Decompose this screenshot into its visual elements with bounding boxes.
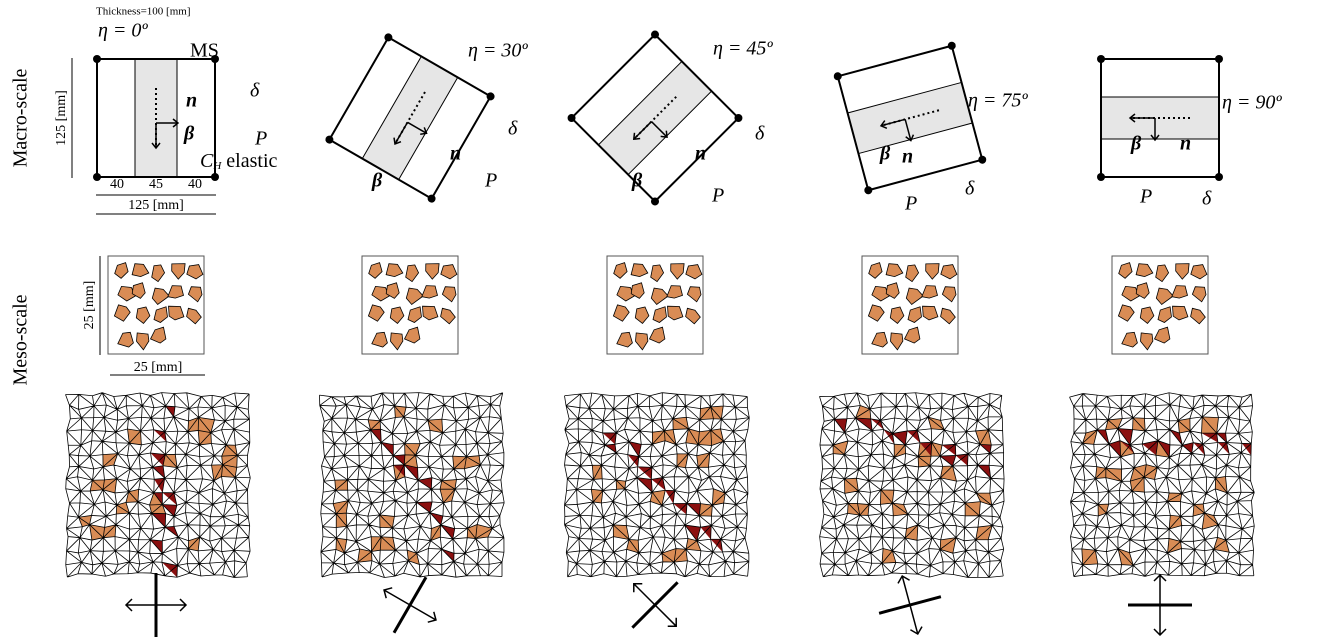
n-label: n bbox=[186, 90, 197, 112]
crack bbox=[907, 430, 920, 443]
load-label: P bbox=[904, 193, 917, 215]
dimension: 25 [mm] bbox=[82, 281, 97, 330]
ch-label: CH elastic bbox=[200, 150, 278, 172]
displacement-label: δ bbox=[1202, 188, 1212, 210]
aggregate-mesh bbox=[940, 466, 956, 481]
node bbox=[833, 71, 843, 81]
eta-label: η = 75º bbox=[968, 90, 1028, 112]
n-label: n bbox=[1180, 133, 1191, 155]
crack bbox=[417, 502, 432, 513]
node bbox=[485, 91, 496, 102]
displacement-label: δ bbox=[250, 80, 260, 102]
node bbox=[211, 173, 219, 181]
displacement-label: δ bbox=[965, 178, 975, 200]
beta-label: β bbox=[183, 123, 195, 145]
dimension: 25 [mm] bbox=[134, 360, 183, 375]
mesh bbox=[320, 393, 505, 578]
displacement-label: δ bbox=[508, 118, 518, 140]
node bbox=[426, 193, 437, 204]
orientation-symbol bbox=[1128, 575, 1192, 635]
node bbox=[1097, 173, 1105, 181]
load-label: P bbox=[254, 128, 267, 150]
ch-symbol: C bbox=[200, 150, 214, 172]
normal-arrow bbox=[381, 585, 439, 625]
node bbox=[1097, 55, 1105, 63]
thickness-label: Thickness=100 [mm] bbox=[96, 6, 191, 18]
load-label: P bbox=[711, 185, 724, 207]
beta-label: β bbox=[631, 170, 643, 192]
eta-label: η = 45º bbox=[713, 38, 773, 60]
node bbox=[93, 55, 101, 63]
node bbox=[324, 134, 335, 145]
node bbox=[1215, 55, 1223, 63]
node bbox=[1215, 173, 1223, 181]
ch-text: elastic bbox=[221, 150, 277, 172]
eta-label: η = 90º bbox=[1222, 92, 1282, 114]
eta-label: η = 0º bbox=[98, 20, 148, 42]
node bbox=[93, 173, 101, 181]
dimension: 40 bbox=[188, 177, 202, 192]
row-label: Macro-scale bbox=[10, 68, 32, 167]
n-label: n bbox=[450, 143, 461, 165]
node bbox=[863, 185, 873, 195]
orientation-symbol bbox=[126, 573, 186, 637]
orientation-symbol bbox=[871, 568, 948, 641]
displacement-label: δ bbox=[755, 123, 765, 145]
crack bbox=[162, 493, 177, 506]
row-label: Meso-scale bbox=[10, 294, 32, 385]
n-label: n bbox=[902, 146, 913, 168]
node bbox=[947, 41, 957, 51]
dimension: 125 [mm] bbox=[54, 90, 69, 146]
beta-label: β bbox=[1130, 133, 1142, 155]
beta-label: β bbox=[879, 143, 891, 165]
load-label: P bbox=[1139, 186, 1152, 208]
macro-panel bbox=[1097, 55, 1223, 181]
beta-label: β bbox=[371, 170, 383, 192]
aggregate-mesh bbox=[698, 430, 712, 445]
node bbox=[977, 155, 987, 165]
aggregate-mesh bbox=[965, 502, 980, 516]
n-label: n bbox=[695, 143, 706, 165]
figure: Macro-scale Meso-scale Thickness=100 [mm… bbox=[0, 0, 1327, 641]
dimension: 45 bbox=[149, 177, 163, 192]
node bbox=[211, 55, 219, 63]
orientation-symbol bbox=[368, 562, 452, 641]
crack bbox=[393, 455, 405, 465]
eta-label: η = 30º bbox=[468, 40, 528, 62]
load-label: P bbox=[484, 170, 497, 192]
normal-arrow bbox=[896, 574, 923, 635]
dimension: 40 bbox=[110, 177, 124, 192]
dimension: 125 [mm] bbox=[128, 198, 184, 213]
node bbox=[383, 32, 394, 43]
macro-panel bbox=[833, 41, 987, 195]
